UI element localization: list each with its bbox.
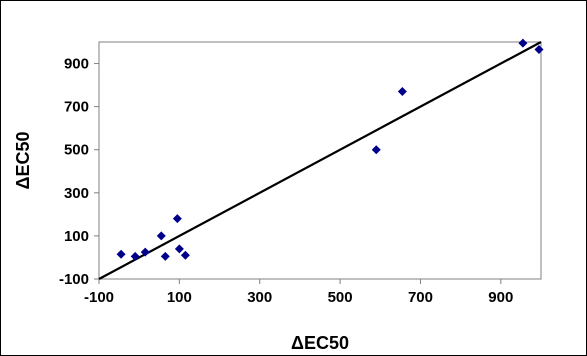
y-tick-label: 300 bbox=[64, 185, 89, 202]
x-tick-label: 700 bbox=[408, 289, 433, 306]
y-tick-label: 900 bbox=[64, 56, 89, 73]
x-tick-label: 500 bbox=[328, 289, 353, 306]
x-tick-label: 100 bbox=[167, 289, 192, 306]
x-axis-title: ΔEC50 bbox=[291, 333, 349, 353]
x-tick-label: 900 bbox=[488, 289, 513, 306]
x-tick-label: -100 bbox=[84, 289, 114, 306]
y-tick-label: -100 bbox=[59, 271, 89, 288]
y-tick-label: 100 bbox=[64, 228, 89, 245]
x-tick-label: 300 bbox=[247, 289, 272, 306]
y-tick-label: 500 bbox=[64, 142, 89, 159]
y-tick-label: 700 bbox=[64, 99, 89, 116]
y-axis-title: ΔEC50 bbox=[13, 132, 33, 190]
